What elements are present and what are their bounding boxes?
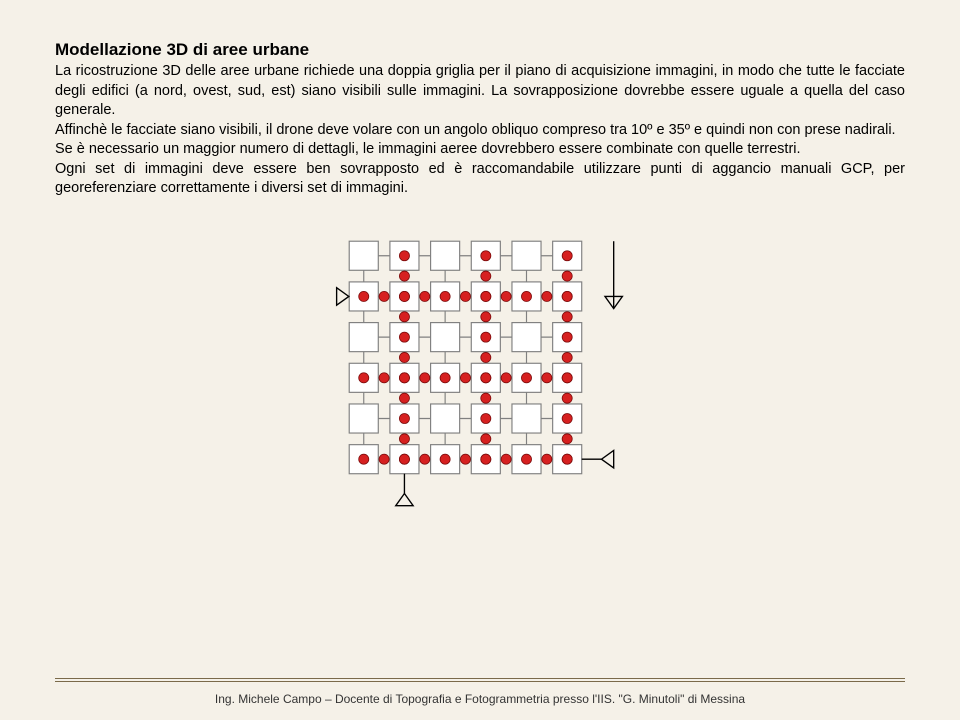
page-title: Modellazione 3D di aree urbane xyxy=(55,40,905,60)
footer-text: Ing. Michele Campo – Docente di Topograf… xyxy=(0,692,960,706)
grid-diagram xyxy=(325,217,635,527)
footer-rule xyxy=(55,678,905,682)
paragraph-1: La ricostruzione 3D delle aree urbane ri… xyxy=(55,62,905,121)
paragraph-2: Affinchè le facciate siano visibili, il … xyxy=(55,121,905,141)
paragraph-3: Se è necessario un maggior numero di det… xyxy=(55,140,905,160)
paragraph-4: Ogni set di immagini deve essere ben sov… xyxy=(55,160,905,199)
